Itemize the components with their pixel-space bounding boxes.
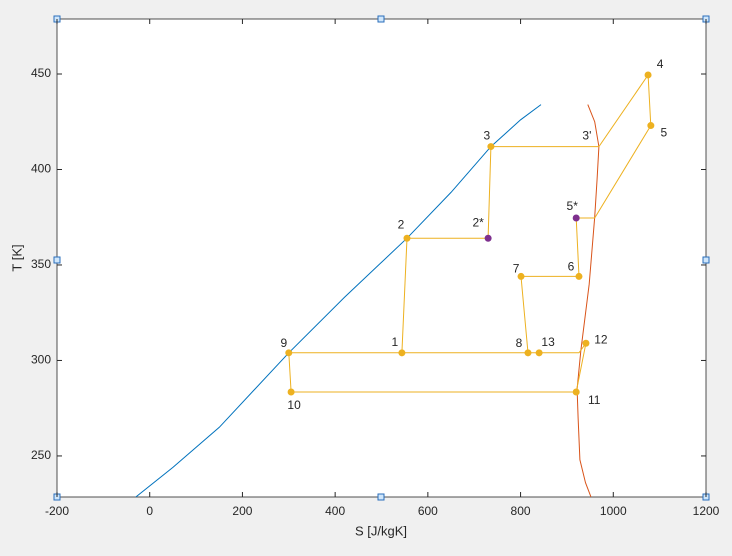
x-tick-label: 800 (511, 504, 531, 518)
y-tick-label: 400 (31, 162, 51, 176)
point-marker (644, 71, 652, 79)
point-marker (398, 349, 406, 357)
series-line (576, 104, 600, 497)
y-tick-label: 250 (31, 448, 51, 462)
point-label: 9 (280, 336, 287, 350)
x-tick-label: 200 (232, 504, 252, 518)
point-marker (572, 214, 580, 222)
x-tick-label: 600 (418, 504, 438, 518)
point-marker (572, 388, 580, 396)
point-label: 12 (594, 332, 608, 346)
y-tick-label: 300 (31, 353, 51, 367)
point-marker (403, 234, 411, 242)
point-label: 1 (392, 335, 399, 349)
x-axis-label: S [J/kgK] (355, 523, 407, 538)
series-line (135, 104, 542, 497)
y-axis-label: T [K] (9, 244, 24, 271)
point-marker (487, 143, 495, 151)
point-label: 3' (582, 129, 591, 143)
point-label: 11 (588, 393, 601, 407)
x-tick-label: -200 (45, 504, 69, 518)
x-tick-label: 1000 (600, 504, 627, 518)
point-label: 6 (568, 260, 575, 274)
point-label: 5 (660, 126, 667, 140)
point-marker (575, 272, 583, 280)
plot-area (56, 18, 707, 498)
point-marker (647, 122, 655, 130)
point-marker (285, 349, 293, 357)
point-label: 2 (398, 217, 405, 231)
point-label: 13 (541, 335, 555, 349)
point-label: 10 (287, 398, 301, 412)
x-tick-label: 400 (325, 504, 345, 518)
point-marker (582, 339, 590, 347)
x-tick-label: 1200 (693, 504, 720, 518)
y-tick-label: 450 (31, 66, 51, 80)
point-label: 5* (567, 199, 579, 213)
point-marker (524, 349, 532, 357)
point-label: 8 (516, 336, 523, 350)
point-label: 2* (472, 215, 484, 229)
point-marker (287, 388, 295, 396)
point-marker (535, 349, 543, 357)
point-marker (517, 272, 525, 280)
point-marker (484, 234, 492, 242)
point-label: 4 (657, 57, 664, 71)
point-label: 7 (513, 262, 520, 276)
x-tick-label: 0 (146, 504, 153, 518)
point-label: 3 (484, 129, 491, 143)
y-tick-label: 350 (31, 257, 51, 271)
